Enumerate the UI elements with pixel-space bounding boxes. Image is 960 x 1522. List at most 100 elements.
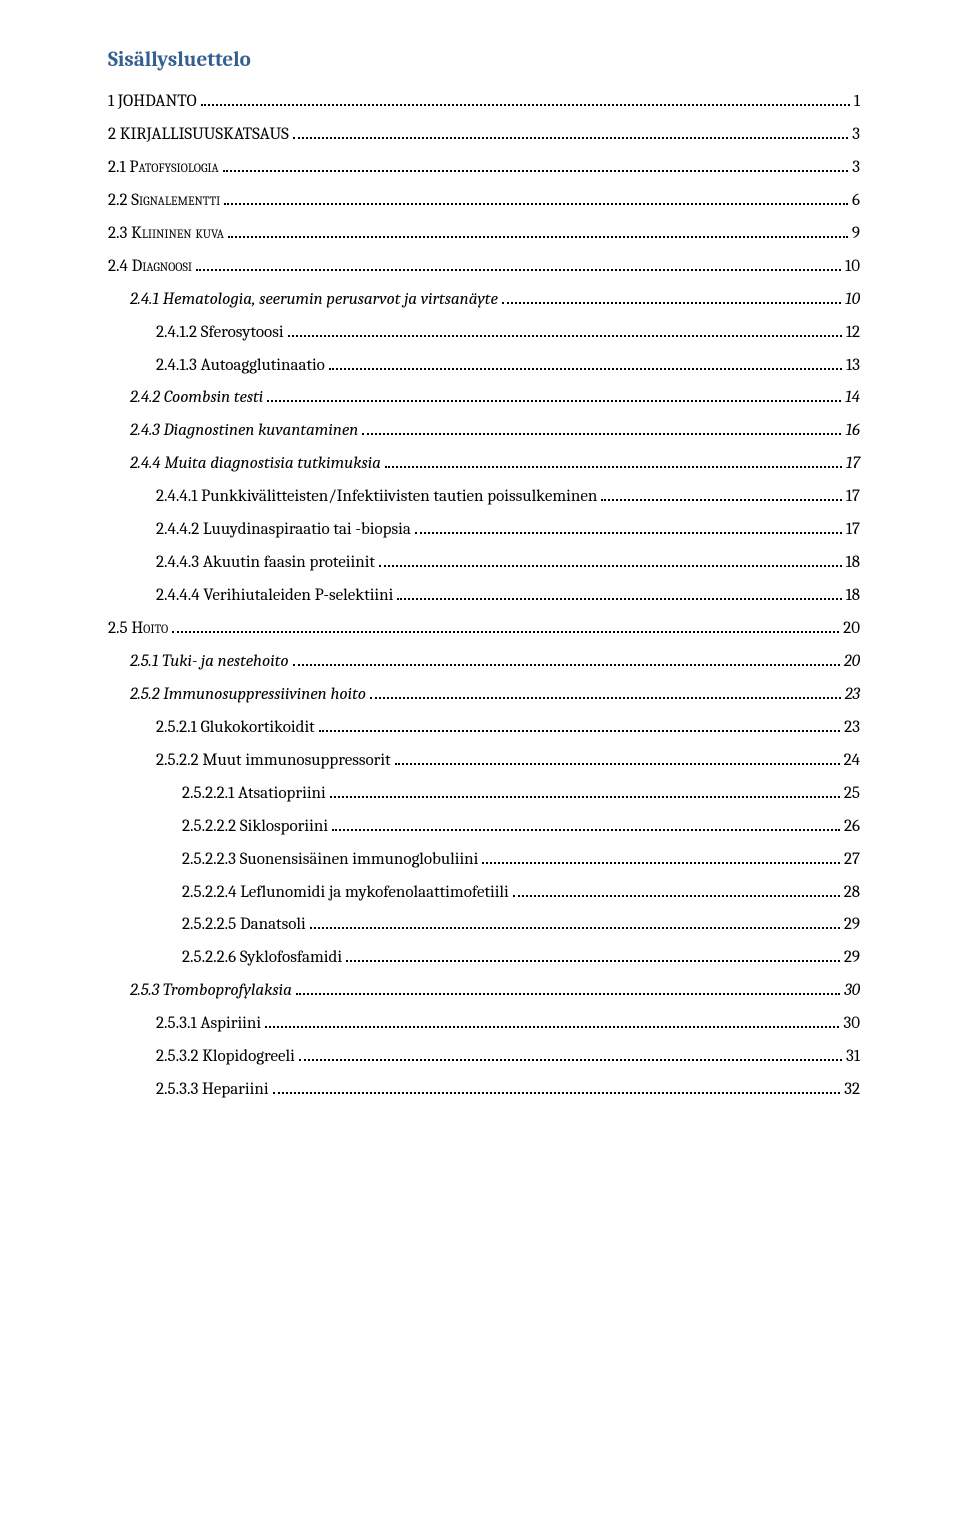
toc-entry: 1 JOHDANTO1 — [108, 86, 860, 119]
toc-leader-dots — [293, 127, 848, 139]
toc-entry-page: 24 — [844, 750, 860, 773]
toc-entry: 2.4.4.4 Verihiutaleiden P-selektiini 18 — [108, 580, 860, 613]
toc-entry-label: 2.5.3.3 Hepariini — [156, 1079, 269, 1102]
toc-entry: 2.5.2.2.4 Leflunomidi ja mykofenolaattim… — [108, 877, 860, 910]
toc-entry: 2.4.4.1 Punkkivälitteisten/Infektiiviste… — [108, 481, 860, 514]
toc-title: Sisällysluettelo — [108, 48, 860, 72]
toc-entry-page: 29 — [844, 947, 860, 970]
toc-entry: 2.5.2.2.3 Suonensisäinen immunoglobuliin… — [108, 844, 860, 877]
toc-entry-label: 2.5.2.2.5 Danatsoli — [182, 914, 306, 937]
toc-entry: 2.5.2.1 Glukokortikoidit23 — [108, 712, 860, 745]
toc-entry: 2.5.3.1 Aspiriini 30 — [108, 1008, 860, 1041]
toc-entry: 2.4.1.2 Sferosytoosi 12 — [108, 317, 860, 350]
toc-leader-dots — [288, 325, 842, 337]
toc-entry-label: 2.5.3.1 Aspiriini — [156, 1013, 261, 1036]
toc-leader-dots — [395, 753, 840, 765]
toc-entry: 2.4.4 Muita diagnostisia tutkimuksia 17 — [108, 448, 860, 481]
toc-leader-dots — [310, 918, 840, 930]
toc-entry-page: 20 — [843, 618, 860, 641]
toc-entry-page: 12 — [846, 322, 860, 345]
toc-entry: 2.5.3.2 Klopidogreeli31 — [108, 1041, 860, 1074]
toc-entry-label: 2.4.2 Coombsin testi — [130, 387, 263, 410]
toc-leader-dots — [196, 259, 841, 271]
toc-entry: 2.5 Hoito 20 — [108, 613, 860, 646]
toc-entry-label: 2.5 Hoito — [108, 618, 168, 641]
toc-leader-dots — [362, 423, 841, 435]
toc-leader-dots — [415, 522, 842, 534]
toc-entry-label: 2.5.2.2.1 Atsatiopriini — [182, 783, 326, 806]
toc-entry: 2.5.3.3 Hepariini32 — [108, 1074, 860, 1107]
toc-entry-page: 13 — [846, 355, 860, 378]
toc-entry-page: 30 — [844, 980, 860, 1003]
toc-entry-label: 2.5.2.2.4 Leflunomidi ja mykofenolaattim… — [182, 882, 509, 905]
toc-entry-label: 2.5.3.2 Klopidogreeli — [156, 1046, 295, 1069]
toc-entry-page: 28 — [844, 882, 860, 905]
toc-entry-page: 23 — [845, 684, 860, 707]
toc-entry-page: 3 — [852, 157, 860, 180]
toc-leader-dots — [265, 1016, 839, 1028]
toc-entry-page: 17 — [846, 486, 860, 509]
toc-entry: 2.4.1 Hematologia, seerumin perusarvot j… — [108, 284, 860, 317]
toc-entry-page: 18 — [846, 585, 860, 608]
toc-entry: 2.5.2.2 Muut immunosuppressorit 24 — [108, 745, 860, 778]
toc-entry: 2.5.2.2.2 Siklosporiini 26 — [108, 811, 860, 844]
toc-leader-dots — [224, 193, 848, 205]
toc-entry-label: 2.4.4.3 Akuutin faasin proteiinit — [156, 552, 375, 575]
toc-entry: 2.4.4.3 Akuutin faasin proteiinit 18 — [108, 547, 860, 580]
toc-entry: 2.4.3 Diagnostinen kuvantaminen16 — [108, 415, 860, 448]
toc-entry: 2.4.4.2 Luuydinaspiraatio tai -biopsia17 — [108, 514, 860, 547]
toc-entry-label: 2.5.2.2.2 Siklosporiini — [182, 816, 328, 839]
toc-entry-label: 2.5.2.2.6 Syklofosfamidi — [182, 947, 342, 970]
toc-leader-dots — [267, 391, 841, 403]
toc-entry-label: 2.5.3 Tromboprofylaksia — [130, 980, 292, 1003]
toc-entry-page: 23 — [844, 717, 860, 740]
toc-entry: 2.5.1 Tuki- ja nestehoito 20 — [108, 646, 860, 679]
toc-entry-label: 2.4.4.4 Verihiutaleiden P-selektiini — [156, 585, 393, 608]
toc-leader-dots — [273, 1082, 841, 1094]
toc-leader-dots — [601, 489, 842, 501]
toc-entry: 2.5.2.2.6 Syklofosfamidi 29 — [108, 942, 860, 975]
toc-leader-dots — [329, 358, 842, 370]
toc-list: 1 JOHDANTO12 KIRJALLISUUSKATSAUS32.1 Pat… — [108, 86, 860, 1107]
toc-leader-dots — [379, 555, 842, 567]
toc-entry: 2.5.2.2.5 Danatsoli29 — [108, 909, 860, 942]
toc-entry-page: 6 — [852, 190, 860, 213]
toc-entry-label: 2 KIRJALLISUUSKATSAUS — [108, 124, 289, 147]
toc-entry-label: 2.5.1 Tuki- ja nestehoito — [130, 651, 289, 674]
toc-leader-dots — [513, 885, 840, 897]
toc-leader-dots — [332, 819, 840, 831]
toc-leader-dots — [319, 720, 840, 732]
toc-entry-page: 26 — [844, 816, 860, 839]
toc-entry-label: 2.4 Diagnoosi — [108, 256, 192, 279]
toc-entry-label: 2.3 Kliininen kuva — [108, 223, 224, 246]
toc-entry: 2.1 Patofysiologia 3 — [108, 152, 860, 185]
toc-entry-label: 2.4.4 Muita diagnostisia tutkimuksia — [130, 453, 381, 476]
toc-entry: 2.5.2.2.1 Atsatiopriini 25 — [108, 778, 860, 811]
toc-entry-label: 2.4.4.1 Punkkivälitteisten/Infektiiviste… — [156, 486, 597, 509]
toc-leader-dots — [385, 456, 842, 468]
toc-entry-page: 18 — [846, 552, 860, 575]
toc-leader-dots — [172, 621, 839, 633]
toc-entry: 2.3 Kliininen kuva 9 — [108, 218, 860, 251]
toc-entry-page: 16 — [845, 420, 860, 443]
toc-entry-page: 9 — [852, 223, 860, 246]
toc-entry-label: 2.2 Signalementti — [108, 190, 220, 213]
toc-entry-page: 20 — [844, 651, 860, 674]
toc-entry-page: 17 — [846, 453, 860, 476]
toc-entry-label: 2.5.2.2 Muut immunosuppressorit — [156, 750, 391, 773]
toc-entry-page: 10 — [845, 256, 860, 279]
toc-entry-page: 30 — [843, 1013, 860, 1036]
toc-entry-label: 1 JOHDANTO — [108, 91, 197, 114]
toc-entry-label: 2.5.2 Immunosuppressiivinen hoito — [130, 684, 366, 707]
toc-entry-label: 2.4.1.2 Sferosytoosi — [156, 322, 284, 345]
toc-entry-label: 2.1 Patofysiologia — [108, 157, 219, 180]
toc-entry-page: 17 — [846, 519, 860, 542]
toc-entry: 2.4.2 Coombsin testi14 — [108, 382, 860, 415]
toc-entry-page: 27 — [844, 849, 860, 872]
toc-entry-page: 3 — [852, 124, 860, 147]
toc-leader-dots — [346, 950, 840, 962]
toc-entry: 2.4 Diagnoosi 10 — [108, 251, 860, 284]
toc-entry-page: 10 — [845, 289, 860, 312]
toc-entry-page: 25 — [844, 783, 860, 806]
toc-entry: 2.4.1.3 Autoagglutinaatio13 — [108, 350, 860, 383]
